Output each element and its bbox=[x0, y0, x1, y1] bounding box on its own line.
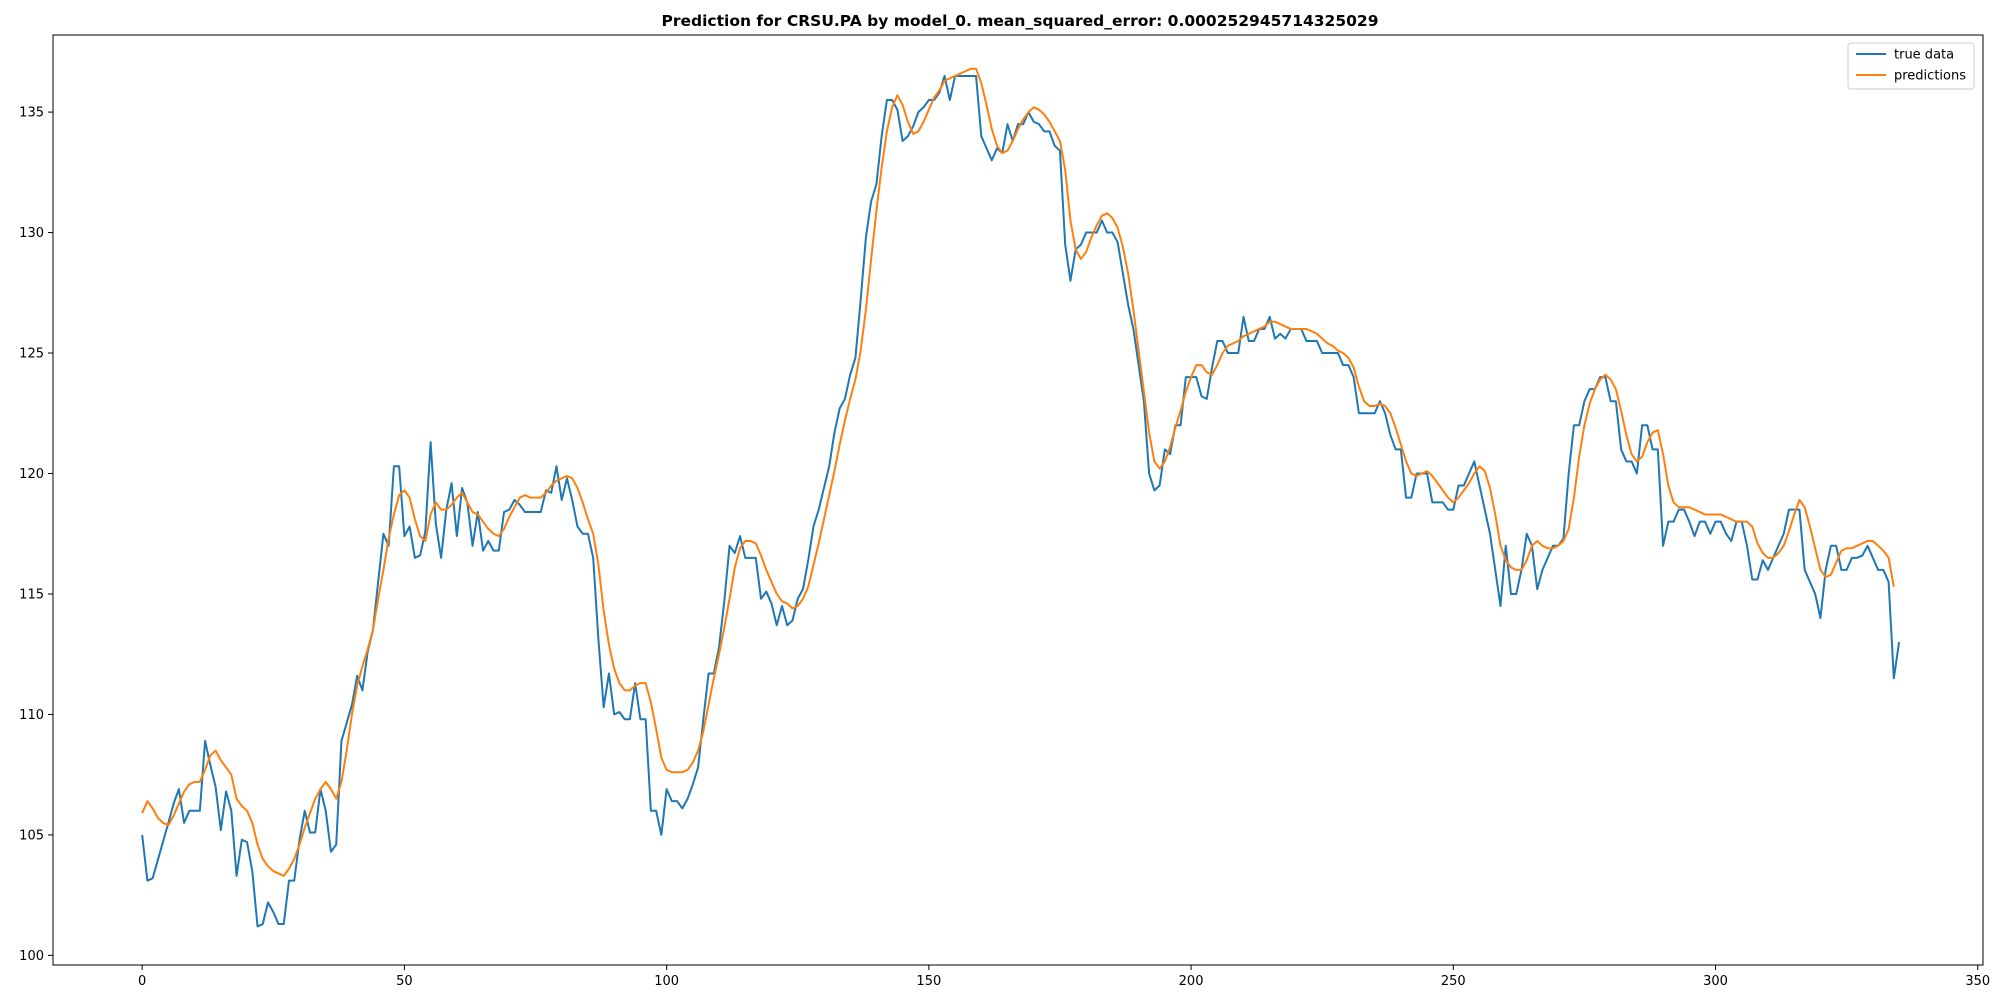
y-tick-label: 100 bbox=[19, 949, 44, 964]
y-tick-label: 105 bbox=[19, 828, 44, 843]
y-tick-label: 135 bbox=[19, 106, 44, 121]
y-tick-label: 125 bbox=[19, 347, 44, 362]
legend: true data predictions bbox=[1847, 42, 1975, 90]
y-tick-label: 120 bbox=[19, 467, 44, 482]
y-tick-label: 115 bbox=[19, 587, 44, 602]
plot-frame bbox=[52, 34, 1984, 966]
legend-label-true-data: true data bbox=[1894, 48, 1954, 63]
x-tick-label: 100 bbox=[654, 974, 679, 989]
y-axis: 100 105 110 115 120 125 130 135 bbox=[19, 106, 53, 964]
chart-title: Prediction for CRSU.PA by model_0. mean_… bbox=[662, 12, 1379, 30]
x-tick-label: 50 bbox=[396, 974, 413, 989]
series-layer bbox=[141, 67, 1901, 928]
legend-label-predictions: predictions bbox=[1894, 69, 1966, 84]
x-tick-label: 350 bbox=[1965, 974, 1990, 989]
x-tick-label: 150 bbox=[916, 974, 941, 989]
x-tick-label: 250 bbox=[1441, 974, 1466, 989]
x-tick-label: 300 bbox=[1703, 974, 1728, 989]
series-line-predictions bbox=[141, 67, 1895, 877]
x-tick-label: 0 bbox=[138, 974, 146, 989]
x-axis: 0 50 100 150 200 250 300 350 bbox=[138, 965, 1990, 989]
x-tick-label: 200 bbox=[1179, 974, 1204, 989]
y-tick-label: 130 bbox=[19, 226, 44, 241]
y-tick-label: 110 bbox=[19, 708, 44, 723]
